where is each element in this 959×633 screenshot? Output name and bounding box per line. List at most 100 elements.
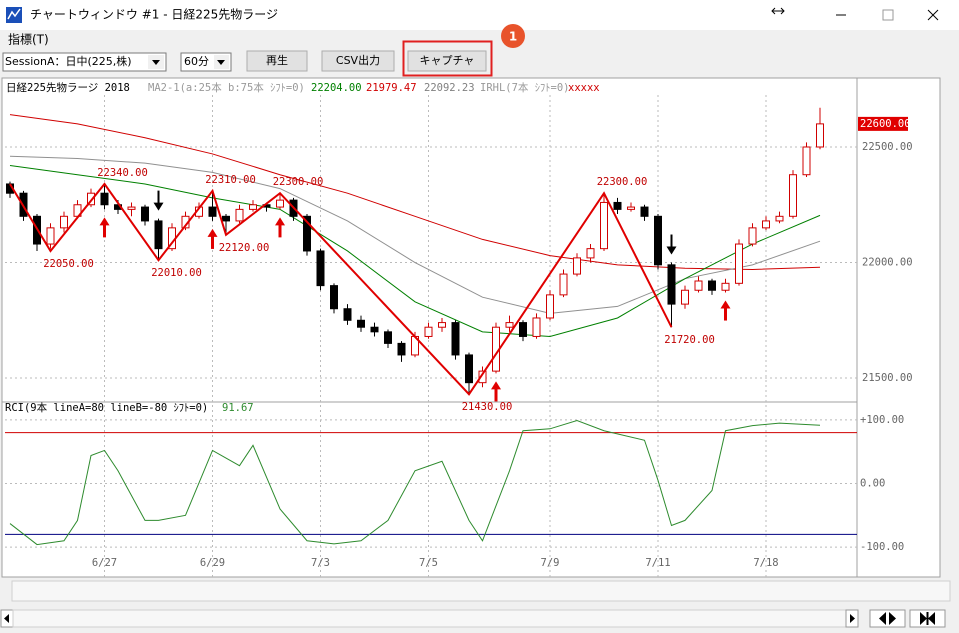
candle-body [613,201,622,210]
candle-body [789,174,797,217]
y-tick-label: 22000.00 [862,257,913,269]
buy-arrow [720,300,731,309]
candle-body [438,322,446,328]
sell-arrow [666,246,677,255]
candle-body [586,248,595,259]
candle-body [330,285,338,310]
signal-label: IRHL(7本 ｼﾌﾄ=0) [480,81,569,94]
plot: 日経225先物ラージ 2018 MA2-1(a:25本 b:75本 ｼﾌﾄ=0) 2… [5,81,913,577]
horizontal-scrollbar[interactable] [11,580,951,602]
maximize-button[interactable] [882,9,894,21]
x-tick-label: 6/29 [200,557,225,569]
capture-button-label[interactable]: キャプチャ [420,54,475,67]
app-icon-glyph [7,8,21,20]
y2-tick-label: -100.00 [860,541,904,553]
zigzag-label: 22010.00 [151,267,202,279]
chart-area [1,77,941,578]
zigzag-label: 22050.00 [43,258,94,270]
candle-body [127,206,136,210]
x-tick-label: 6/27 [92,557,117,569]
candle-body [559,273,568,296]
candle-body [640,206,649,217]
indicator-value: 21979.47 [366,82,417,94]
rci-line [9,420,821,546]
step-badge [501,24,525,48]
scroll-left-arrow[interactable] [4,614,9,623]
x-tick-label: 7/5 [419,557,438,569]
scroll-right-arrow[interactable] [850,614,855,623]
capture-button[interactable] [407,50,487,72]
buy-arrow [207,228,218,237]
candle-body [46,227,55,245]
candle-body [208,206,217,217]
candle-body [370,326,379,333]
zigzag-label: 21720.00 [664,334,715,346]
zigzag-line [9,182,673,396]
play-button-label[interactable]: 再生 [266,53,288,67]
y-tick-label: 22500.00 [862,141,913,153]
session-select-text[interactable]: SessionA：日中(225,株) [5,54,132,68]
y2-tick-label: +100.00 [860,414,904,426]
candle-body [316,250,325,287]
resize-icon-right[interactable] [780,7,785,15]
scroll-track[interactable] [12,609,847,628]
candle-body [222,215,230,222]
indicator-value: 22204.00 [311,82,362,94]
chart-title: 日経225先物ラージ 2018 [6,81,130,94]
buy-arrow [491,381,501,390]
candle-body [478,370,487,384]
candle-body [424,326,433,337]
session-select[interactable] [2,52,167,72]
highlight-box [402,40,493,77]
close-button[interactable] [927,9,939,21]
end-icon[interactable] [928,612,935,625]
csv-button-label[interactable]: CSV出力 [336,53,380,67]
candle-body [141,206,149,222]
indicator-label: MA2-1(a:25本 b:75本 ｼﾌﾄ=0) [148,81,305,94]
zigzag-label: 21430.00 [462,401,513,413]
candle-body [397,342,406,356]
candle-body [505,322,514,328]
x-tick-label: 7/9 [541,557,560,569]
candle-body [60,215,68,229]
candle-body [654,215,662,266]
candle-body [802,146,811,176]
candle-body [357,319,365,328]
menu-item[interactable]: 指標(T) [8,32,49,47]
zoom-button[interactable] [869,609,906,628]
zigzag-label: 22340.00 [97,167,148,179]
title-bar [0,0,959,30]
zoom-icon[interactable] [889,612,896,625]
last-price-label: 22600.00 [860,118,911,130]
candle-body [276,199,284,208]
interval-select-text[interactable]: 60分 [184,55,209,68]
buy-arrow [99,217,110,226]
zigzag-label: 22300.00 [273,176,324,188]
last-price-tag [858,116,908,131]
candle-body [762,220,770,229]
candle-body [235,208,244,222]
candle-body [573,257,581,275]
resize-icon-left[interactable] [771,7,776,15]
x-tick-label: 7/3 [311,557,330,569]
csv-button[interactable] [321,50,395,72]
dropdown-arrow[interactable] [217,60,225,65]
candle-body [532,317,541,337]
candle-body [87,192,95,206]
zoom-icon[interactable] [879,612,886,625]
window-controls[interactable] [771,7,939,21]
candle-body [519,322,527,337]
candle-body [721,282,730,291]
x-tick-label: 7/11 [645,557,670,569]
candle-body [100,192,109,206]
end-icon[interactable] [920,612,927,625]
play-button[interactable] [246,50,308,72]
dropdown-arrow[interactable] [152,60,160,65]
zigzag-label: 22120.00 [219,242,270,254]
candle-body [708,280,716,291]
candle-body [451,322,460,356]
candle-body [303,215,311,252]
candle-body [667,264,676,305]
toolbar: SessionA：日中(225,株) 60分 再生 CSV出力 キャプチャ 1 [2,24,525,77]
